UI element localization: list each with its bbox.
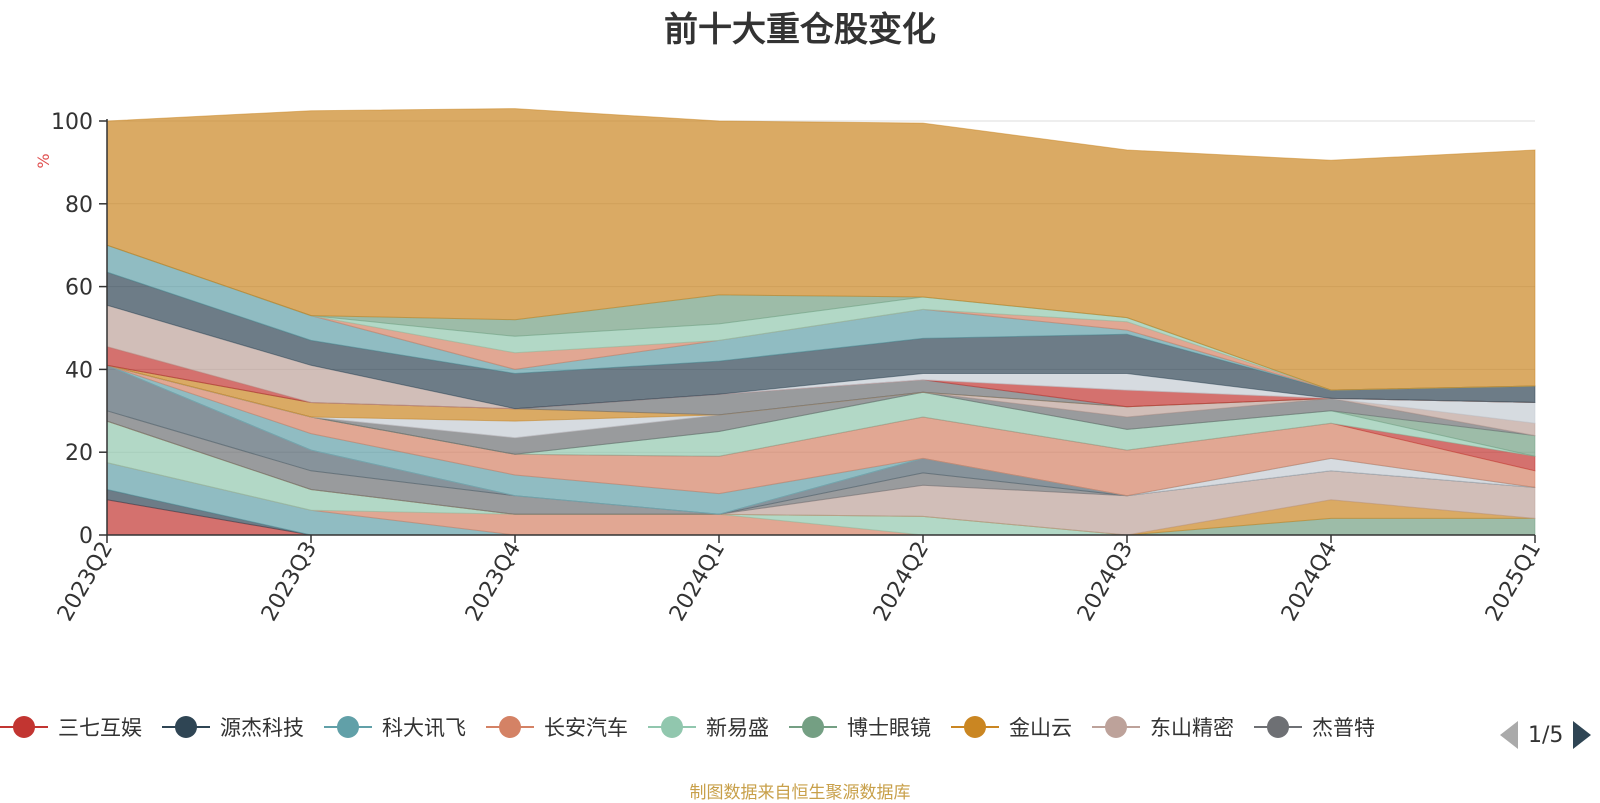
legend-marker-icon [1092,714,1140,740]
legend-item[interactable]: 长安汽车 [486,712,628,742]
x-tick-label: 2023Q3 [257,538,322,626]
legend-label: 源杰科技 [220,716,304,740]
y-tick-label: 100 [51,110,93,135]
legend-page-indicator: 1/5 [1528,722,1564,748]
legend-item[interactable]: 三七互娱 [0,712,142,742]
x-tick-label: 2024Q4 [1277,538,1342,626]
legend-label: 金山云 [1009,716,1072,740]
y-tick-label: 20 [65,441,93,466]
legend-marker-icon [0,714,48,740]
legend-label: 博士眼镜 [847,716,931,740]
legend-label: 杰普特 [1312,716,1375,740]
legend-item[interactable]: 东山精密 [1092,712,1234,742]
x-tick-label: 2023Q4 [461,538,526,626]
legend-pager: 1/5 [1500,718,1592,752]
area-series-29[interactable] [106,108,1536,391]
y-tick-label: 40 [65,358,93,383]
legend-label: 东山精密 [1150,716,1234,740]
legend-item[interactable]: 源杰科技 [162,712,304,742]
legend-marker-icon [324,714,372,740]
y-tick-label: 60 [65,276,93,301]
legend-item[interactable]: 金山云 [951,712,1072,742]
legend-label: 三七互娱 [58,716,142,740]
legend-marker-icon [789,714,837,740]
data-source-footer: 制图数据来自恒生聚源数据库 [689,783,911,803]
x-tick-label: 2024Q2 [869,538,934,626]
area-layer [106,108,1536,536]
legend-marker-icon [162,714,210,740]
y-tick-label: 80 [65,193,93,218]
legend-marker-icon [951,714,999,740]
legend-label: 科大讯飞 [382,716,466,740]
legend-label: 长安汽车 [544,716,628,740]
legend-marker-icon [486,714,534,740]
legend-marker-icon [648,714,696,740]
y-tick-label: 0 [79,524,93,549]
x-tick-label: 2024Q1 [665,538,730,626]
chart-title: 前十大重仓股变化 [664,10,936,50]
y-axis-unit-label: % [34,153,53,168]
x-tick-label: 2025Q1 [1481,538,1546,626]
legend-prev-page-icon[interactable] [1500,721,1518,749]
legend: 三七互娱 源杰科技 科大讯飞 长安汽车 新易盛 博士眼镜 金山云 东山精密 杰普特 [0,712,1480,752]
legend-label: 新易盛 [706,716,769,740]
legend-item[interactable]: 科大讯飞 [324,712,466,742]
legend-marker-icon [1254,714,1302,740]
legend-item[interactable]: 新易盛 [648,712,769,742]
stacked-area-chart: 0 20 40 60 80 100 2023Q2 2023Q3 2023Q4 2024Q1 2024… [34,108,1546,626]
legend-next-page-icon[interactable] [1573,721,1592,749]
legend-item[interactable]: 博士眼镜 [789,712,931,742]
legend-item[interactable]: 杰普特 [1254,712,1375,742]
x-tick-label: 2024Q3 [1073,538,1138,626]
x-tick-label: 2023Q2 [53,538,118,626]
